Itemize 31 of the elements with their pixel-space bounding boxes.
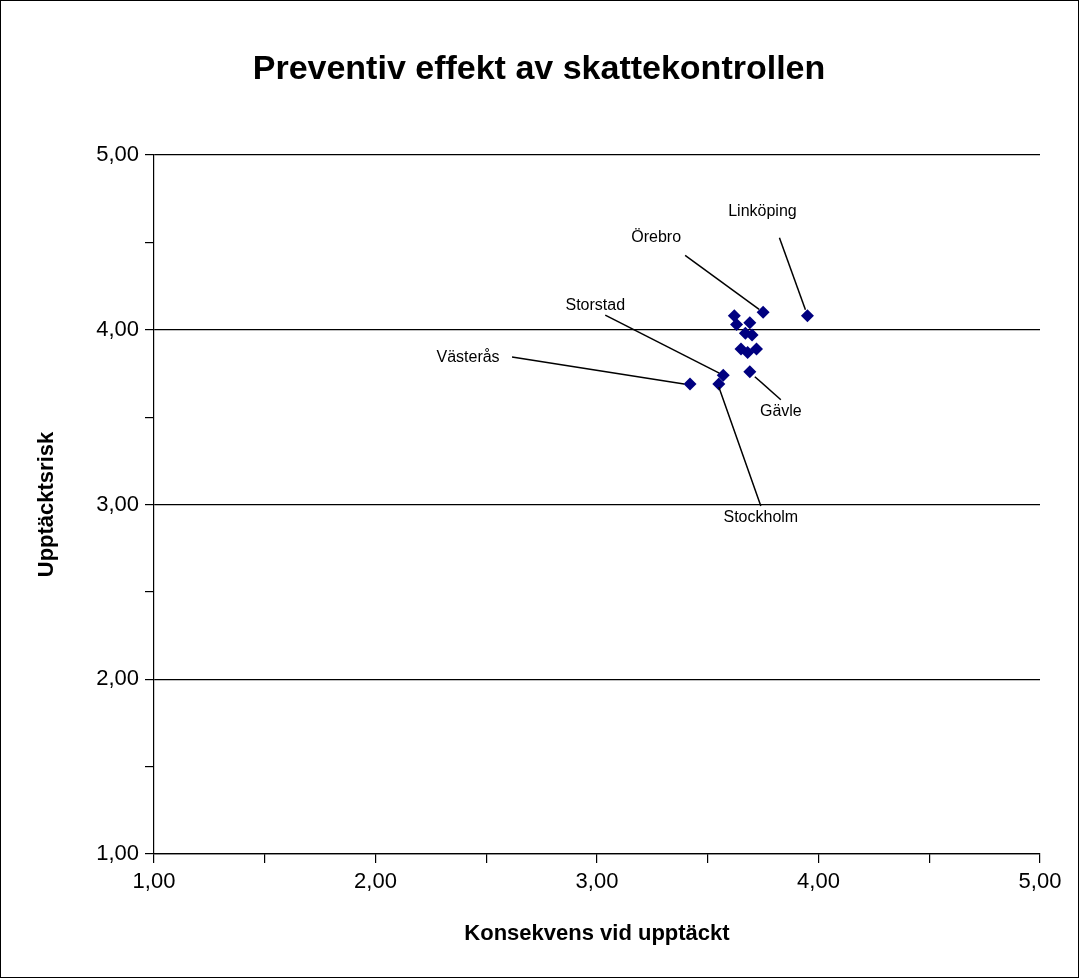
annotation: Gävle xyxy=(759,402,802,420)
point xyxy=(730,318,744,332)
point xyxy=(743,365,757,379)
y-axis-title: Upptäcktsrisk xyxy=(33,430,59,578)
y-tick-label: 2,00 xyxy=(96,665,139,691)
point xyxy=(741,345,755,359)
x-tick-label: 2,00 xyxy=(354,868,397,894)
point xyxy=(727,309,741,323)
x-tick-label: 4,00 xyxy=(797,868,840,894)
annotation: Stockholm xyxy=(723,508,799,526)
point xyxy=(743,316,757,330)
y-tick-label: 1,00 xyxy=(96,840,139,866)
x-tick-label: 1,00 xyxy=(132,868,176,894)
point xyxy=(683,377,697,391)
point xyxy=(712,377,726,391)
annotation: Västerås xyxy=(436,348,500,366)
x-tick-label: 5,00 xyxy=(1018,868,1062,894)
annotation: Linköping xyxy=(728,202,797,220)
x-axis-title: Konsekvens vid upptäckt xyxy=(464,919,731,945)
point xyxy=(716,368,730,382)
point xyxy=(745,328,759,342)
point xyxy=(800,309,814,323)
point xyxy=(756,305,770,319)
y-tick-label: 3,00 xyxy=(96,490,139,516)
y-tick-label: 4,00 xyxy=(96,315,139,341)
x-tick-label: 3,00 xyxy=(575,868,619,894)
point xyxy=(749,342,763,356)
y-tick-label: 5,00 xyxy=(96,141,139,167)
annotation: Storstad xyxy=(565,295,626,313)
annotation: Örebro xyxy=(631,227,682,245)
chart-title: Preventiv effekt av skattekontrollen xyxy=(252,48,826,87)
